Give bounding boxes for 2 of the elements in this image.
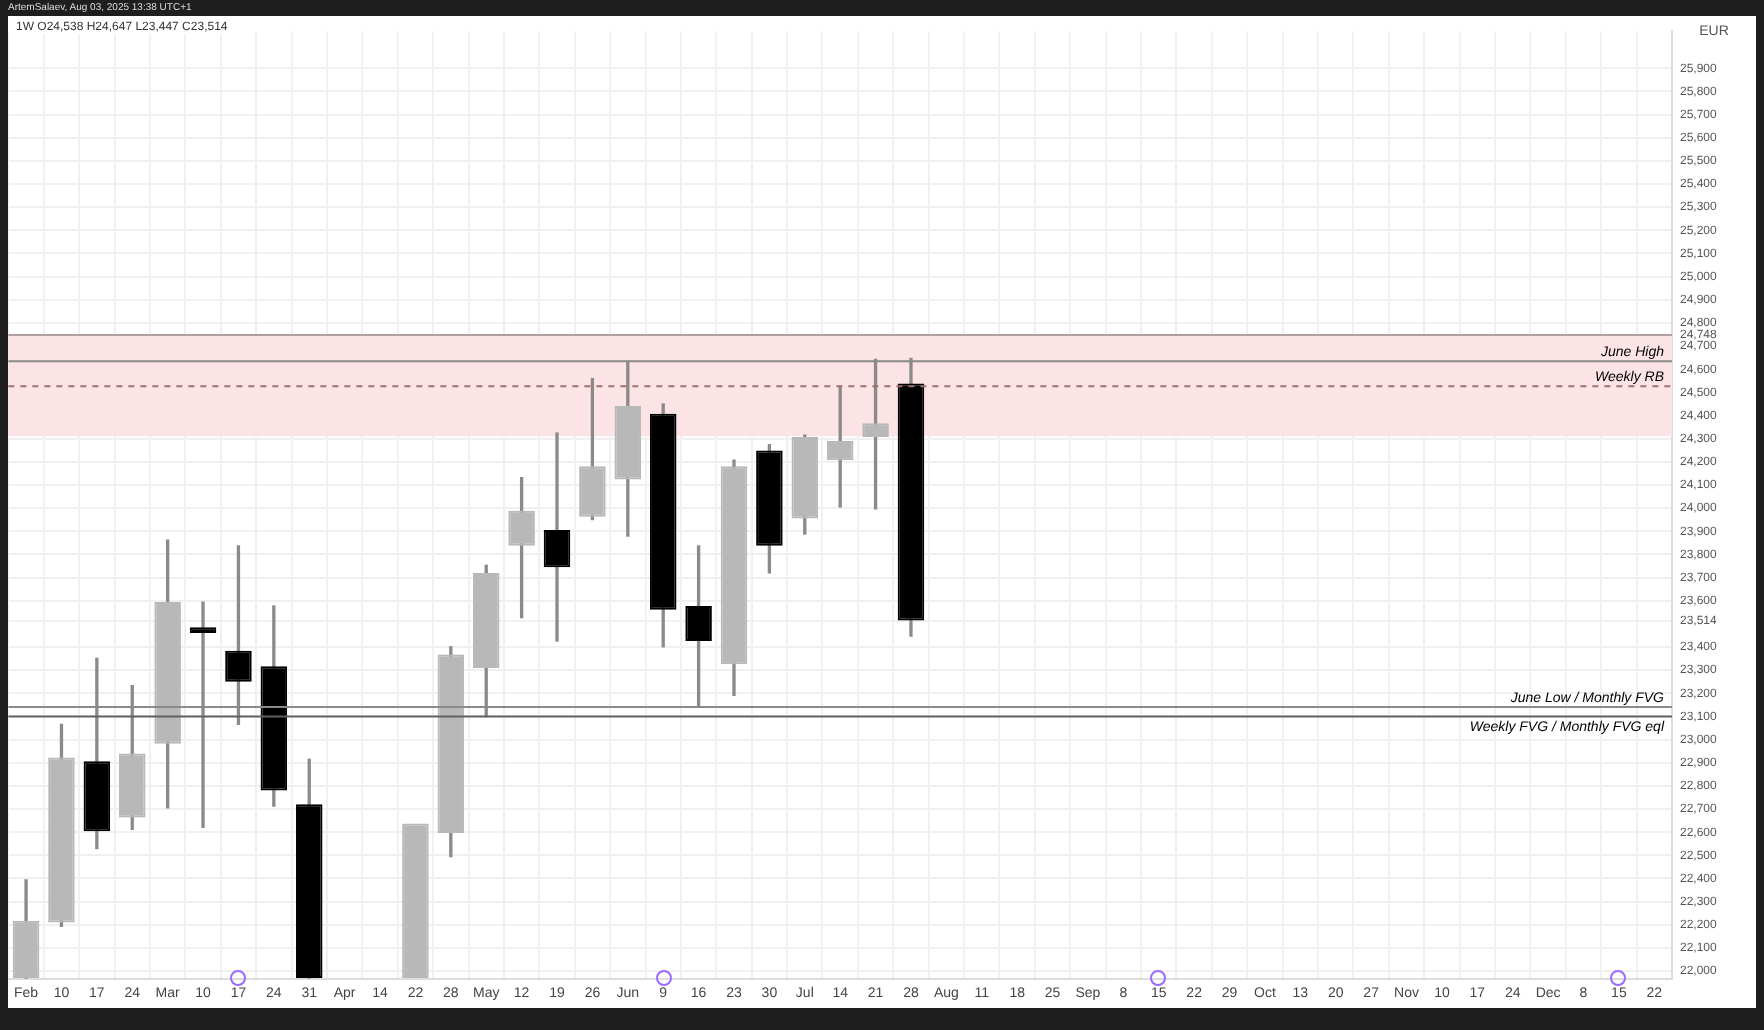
candlestick bbox=[543, 432, 571, 642]
candlestick bbox=[402, 823, 429, 979]
